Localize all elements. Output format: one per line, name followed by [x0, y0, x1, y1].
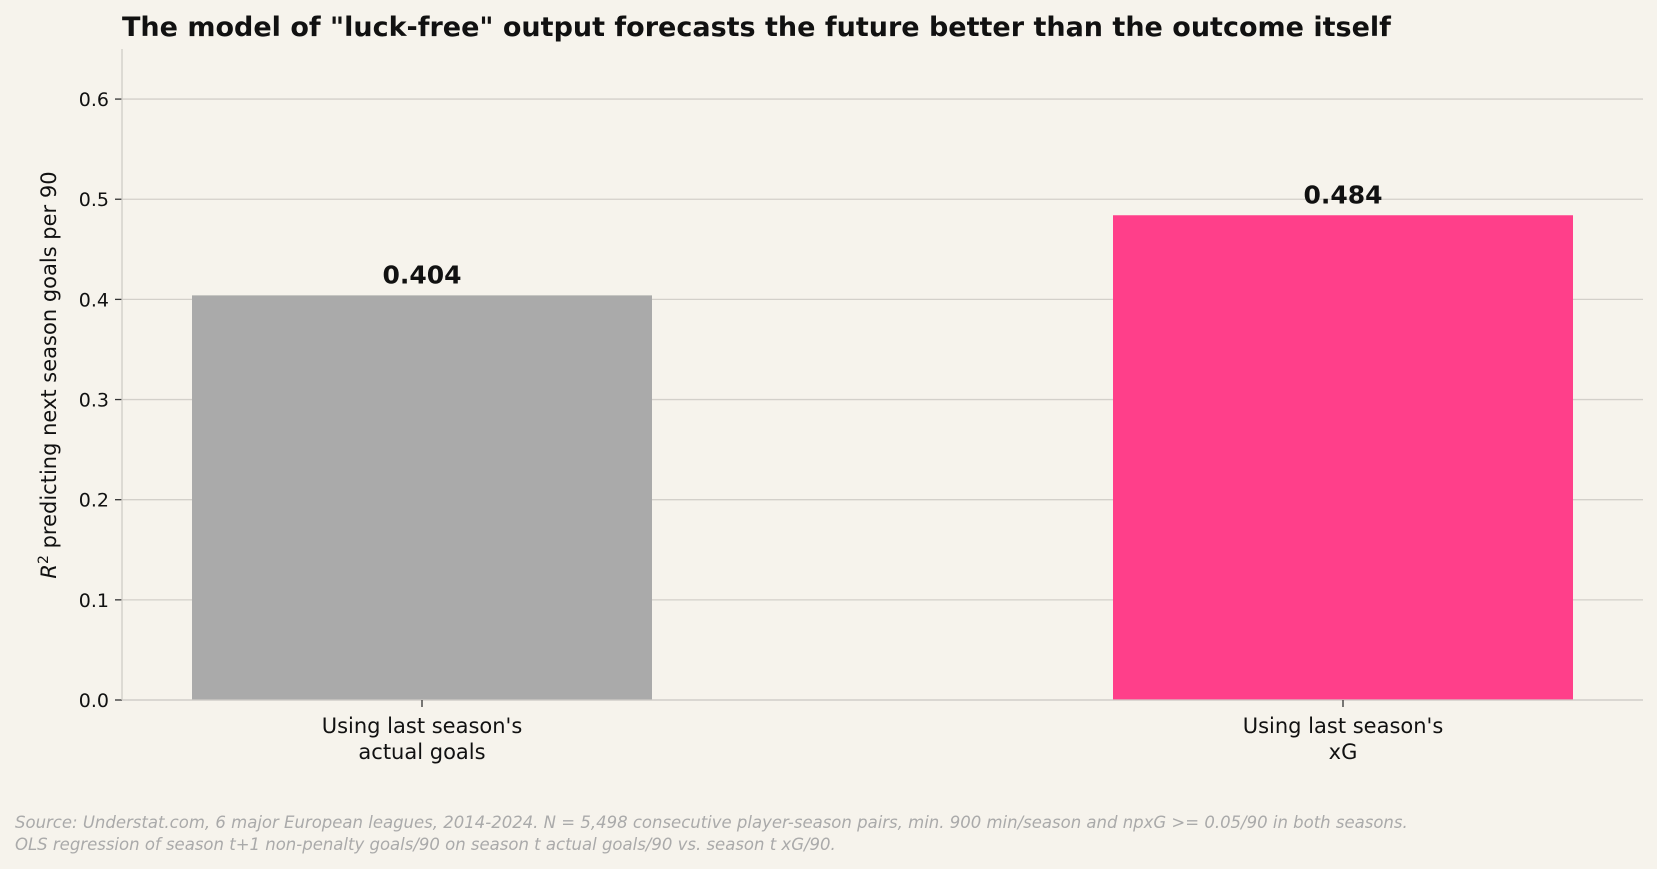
y-axis-label-rest: predicting next season goals per 90	[37, 171, 61, 555]
bar-value-label: 0.484	[1303, 180, 1382, 209]
y-tick-label: 0.3	[79, 390, 109, 412]
x-tick-label: Using last season's	[322, 714, 523, 738]
axes	[115, 49, 1643, 707]
y-axis-label-sup: 2	[36, 555, 52, 564]
bars	[192, 215, 1573, 701]
labels: 0.0 0.1 0.2 0.3 0.4 0.5 0.6 0.404 Using last sea…	[79, 89, 1444, 764]
source-note-line-1: Source: Understat.com, 6 major European …	[15, 813, 1408, 832]
chart-title: The model of "luck-free" output forecast…	[122, 12, 1391, 43]
y-tick-label: 0.0	[79, 690, 109, 712]
source-note-line-2: OLS regression of season t+1 non-penalty…	[15, 835, 836, 854]
y-tick-label: 0.1	[79, 590, 109, 612]
y-tick-label: 0.5	[79, 189, 109, 211]
bar	[1113, 215, 1573, 701]
x-tick-label: xG	[1329, 740, 1358, 764]
y-tick-label: 0.2	[79, 490, 109, 512]
x-tick-label: actual goals	[358, 740, 485, 764]
y-tick-label: 0.6	[79, 89, 109, 111]
bar-value-label: 0.404	[382, 260, 461, 289]
y-tick-label: 0.4	[79, 289, 109, 311]
y-axis-label: R2 predicting next season goals per 90	[36, 171, 61, 578]
x-tick-label: Using last season's	[1243, 714, 1444, 738]
bar	[192, 295, 652, 700]
y-axis-label-r: R	[37, 564, 61, 579]
